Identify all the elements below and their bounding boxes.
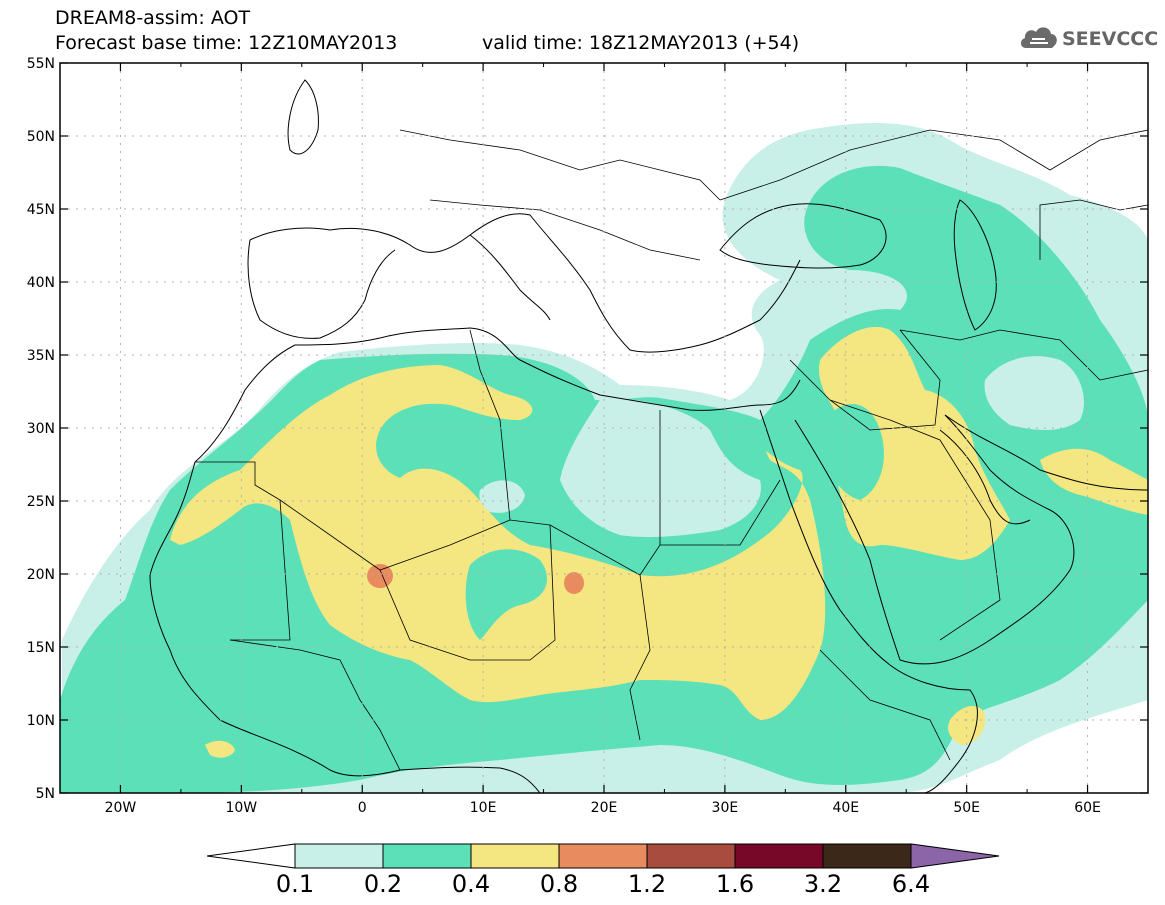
border-libya [549,410,661,576]
colorbar-label: 0.4 [451,870,491,898]
lat-tick-label: 50N [27,129,55,145]
colorbar-label: 0.8 [539,870,579,898]
border-iran [899,329,1148,381]
border-mauritania [195,461,291,641]
lat-tick-label: 40N [27,275,55,291]
colorbar-label: 1.2 [627,870,667,898]
lat-tick-label: 10N [27,713,55,729]
aot-band-0.4-liberia [205,740,235,758]
border-russia [719,129,1148,201]
colorbar-under-arrow [206,843,296,869]
border-west-africa [229,639,401,771]
lat-tick-label: 15N [27,640,55,656]
colorbar-segment [470,843,560,869]
aot-cutout-0.1-iran [984,356,1084,430]
axis-ticks [59,62,1149,794]
coast-britain [287,79,319,155]
colorbar-segment [646,843,736,869]
lon-tick-label: 50E [953,800,980,816]
lon-tick-label: 20E [591,800,618,816]
aot-spot-0.8-chad [564,572,584,594]
coast-gulf [939,429,1031,525]
aot-cutout-0.2 [465,549,548,640]
coast-europe [249,213,801,353]
border-europe-2 [429,199,701,261]
aot-spot-0.8-mali [367,564,393,588]
coastlines [149,79,1148,793]
lat-tick-label: 55N [27,56,55,72]
logo-text: SEEVCCC [1062,28,1159,50]
lon-tick-label: 40E [832,800,859,816]
coast-arabia [794,414,1075,665]
coast-iberia [247,239,396,339]
border-chad-sudan [629,574,651,741]
graticule [60,63,1148,793]
colorbar-segment [382,843,472,869]
lat-tick-label: 25N [27,494,55,510]
lat-tick-label: 45N [27,202,55,218]
coast-africa-north [194,327,801,463]
coast-gulf-guinea [399,766,541,793]
border-iraq [789,329,941,431]
border-tunisia [469,329,511,521]
lat-tick-label: 5N [36,786,55,802]
colorbar-label: 3.2 [803,870,843,898]
colorbar [206,843,1000,869]
colorbar-label: 6.4 [891,870,931,898]
coast-italy [469,234,551,321]
map-title: DREAM8-assim: AOT [55,7,251,29]
lon-tick-label: 0 [358,800,367,816]
lon-tick-label: 20W [105,800,137,816]
coast-horn [889,664,978,793]
borders [195,129,1148,771]
coast-africa-west [149,461,401,777]
coast-caspian [953,199,997,331]
aot-cutout-0.1-algeria [479,480,525,513]
colorbar-label: 0.1 [275,870,315,898]
coast-black-sea [719,203,887,269]
border-algeria-mali [279,499,551,571]
forecast-base-time: Forecast base time: 12Z10MAY2013 [55,32,398,54]
aot-cutout-0.1-libya [560,399,761,538]
colorbar-segment [822,843,912,869]
axis-tick-labels: 20W 10W 0 10E 20E 30E 40E 50E 60E 55N 50N 45N 40N 35N… [27,56,1101,816]
coast-red-sea [759,409,891,666]
lon-tick-label: 60E [1074,800,1101,816]
valid-time: valid time: 18Z12MAY2013 (+54) [482,32,800,54]
colorbar-segment [734,843,824,869]
colorbar-segment [294,843,384,869]
aot-band-0.4-east [819,326,1010,560]
colorbar-label: 0.2 [363,870,403,898]
seevccc-logo: SEEVCCC [1018,22,1158,56]
lat-tick-label: 20N [27,567,55,583]
cloud-icon [1020,27,1057,48]
coast-iran [944,414,1148,491]
border-niger [379,524,556,661]
lon-tick-label: 30E [712,800,739,816]
lon-tick-label: 10W [225,800,257,816]
aot-band-0.4-gulf [1040,448,1148,515]
colorbar-segment [558,843,648,869]
colorbar-label: 1.6 [715,870,755,898]
border-egypt [660,479,781,546]
border-kazakh [1039,199,1148,260]
border-saudi [829,399,1001,641]
colorbar-over-arrow [910,843,1000,869]
aot-band-0.4-west [170,365,826,720]
aot-band-0.4-somalia [948,705,986,745]
border-ethiopia [819,649,951,761]
lon-tick-label: 10E [470,800,497,816]
lat-tick-label: 30N [27,421,55,437]
border-europe-1 [399,129,721,201]
lat-tick-label: 35N [27,348,55,364]
